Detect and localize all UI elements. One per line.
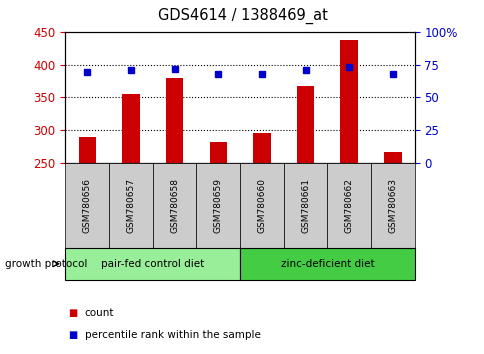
Bar: [65, 248, 240, 280]
Bar: [383, 152, 401, 163]
Text: ■: ■: [68, 308, 77, 318]
Text: GSM780656: GSM780656: [83, 178, 91, 233]
Bar: [240, 248, 414, 280]
Bar: [240, 163, 283, 248]
Text: GSM780657: GSM780657: [126, 178, 135, 233]
Text: GSM780663: GSM780663: [388, 178, 396, 233]
Bar: [370, 163, 414, 248]
Text: percentile rank within the sample: percentile rank within the sample: [85, 330, 260, 339]
Bar: [296, 86, 314, 163]
Bar: [166, 78, 183, 163]
Bar: [109, 163, 152, 248]
Text: GDS4614 / 1388469_at: GDS4614 / 1388469_at: [157, 8, 327, 24]
Text: GSM780661: GSM780661: [301, 178, 309, 233]
Bar: [122, 94, 139, 163]
Text: zinc-deficient diet: zinc-deficient diet: [280, 259, 374, 269]
Text: GSM780658: GSM780658: [170, 178, 179, 233]
Text: GSM780662: GSM780662: [344, 178, 353, 233]
Bar: [283, 163, 327, 248]
Bar: [65, 163, 109, 248]
Text: pair-fed control diet: pair-fed control diet: [101, 259, 204, 269]
Bar: [196, 163, 240, 248]
Bar: [209, 142, 227, 163]
Bar: [78, 137, 96, 163]
Text: GSM780659: GSM780659: [213, 178, 222, 233]
Bar: [340, 40, 357, 163]
Text: growth protocol: growth protocol: [5, 259, 87, 269]
Bar: [152, 163, 196, 248]
Bar: [327, 163, 370, 248]
Text: GSM780660: GSM780660: [257, 178, 266, 233]
Text: ■: ■: [68, 330, 77, 339]
Text: count: count: [85, 308, 114, 318]
Bar: [253, 133, 270, 163]
